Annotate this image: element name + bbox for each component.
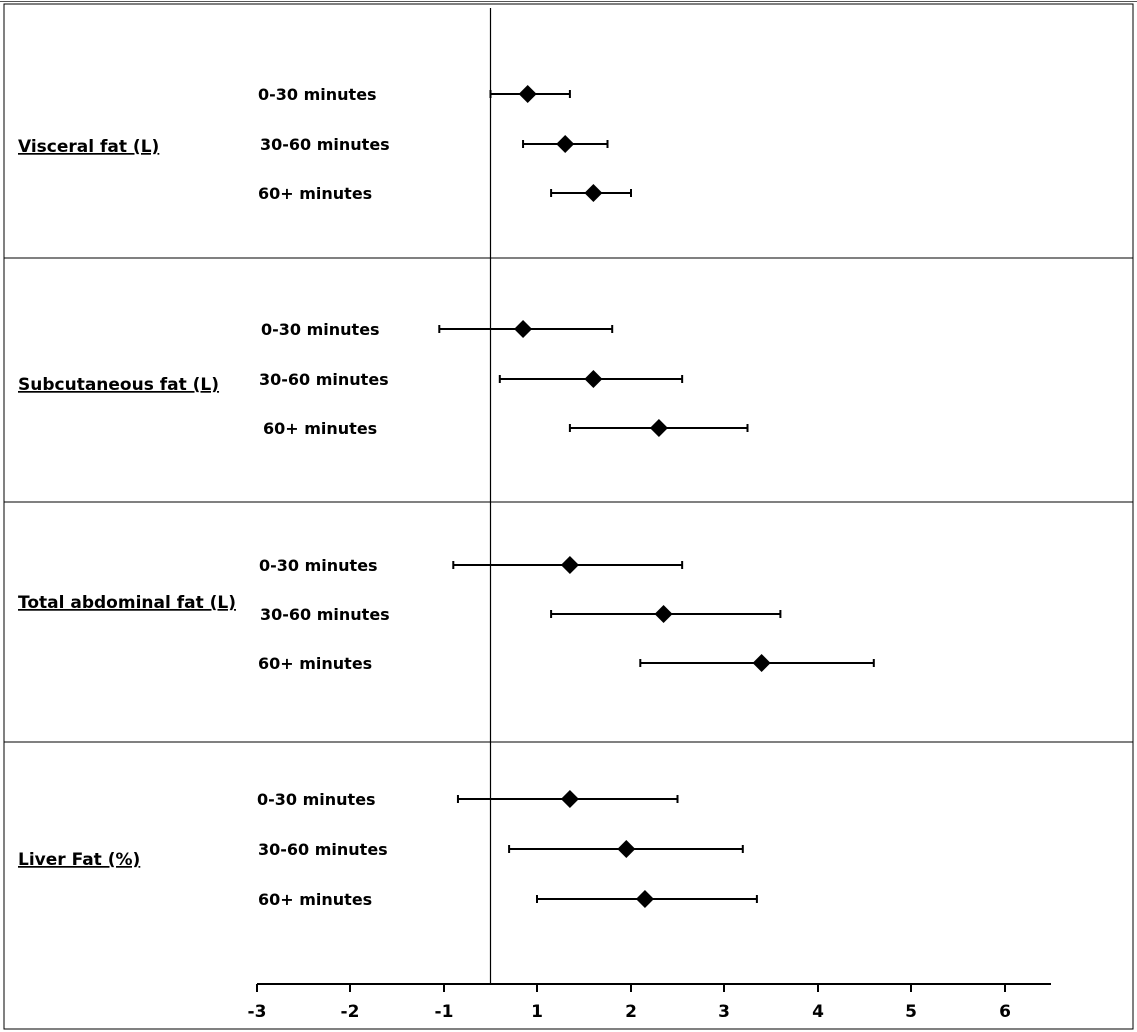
estimate-marker	[584, 370, 603, 388]
x-axis: -3 -2 -1 1 2 3 4 5 6	[248, 983, 1051, 1022]
row-label: 30-60 minutes	[259, 370, 389, 389]
estimate-marker	[556, 135, 575, 153]
forest-row: 60+ minutes	[258, 654, 875, 673]
x-tick-label: 5	[905, 1002, 917, 1022]
group-label: Liver Fat (%)	[18, 850, 140, 870]
forest-row: 60+ minutes	[263, 419, 749, 438]
row-label: 30-60 minutes	[260, 135, 390, 154]
outer-border	[3, 3, 1134, 1030]
forest-row: 0-30 minutes	[257, 790, 679, 809]
x-tick-label: 2	[625, 1002, 637, 1022]
x-tick-label: 1	[531, 1002, 543, 1022]
forest-row: 30-60 minutes	[259, 370, 684, 389]
x-tick-label: -1	[435, 1002, 454, 1022]
estimate-marker	[649, 419, 668, 437]
row-label: 30-60 minutes	[258, 840, 388, 859]
group-label: Total abdominal fat (L)	[18, 593, 236, 613]
row-label: 60+ minutes	[263, 419, 377, 438]
row-label: 0-30 minutes	[259, 556, 378, 575]
forest-row: 30-60 minutes	[260, 605, 782, 624]
estimate-marker	[518, 85, 537, 103]
forest-row: 0-30 minutes	[258, 85, 571, 104]
estimate-marker	[560, 790, 579, 808]
estimate-marker	[514, 320, 533, 338]
estimate-marker	[560, 556, 579, 574]
estimate-marker	[635, 890, 654, 908]
forest-row: 0-30 minutes	[261, 320, 614, 339]
row-label: 60+ minutes	[258, 184, 372, 203]
forest-row: 30-60 minutes	[260, 135, 609, 154]
row-label: 60+ minutes	[258, 654, 372, 673]
x-tick-label: -2	[341, 1002, 360, 1022]
estimate-marker	[617, 840, 636, 858]
x-tick-label: 3	[718, 1002, 730, 1022]
x-tick-label: 4	[812, 1002, 824, 1022]
group-label: Subcutaneous fat (L)	[18, 375, 219, 395]
estimate-marker	[752, 654, 771, 672]
forest-row: 0-30 minutes	[259, 556, 684, 575]
group-label: Visceral fat (L)	[18, 137, 159, 157]
x-tick-label: -3	[248, 1002, 267, 1022]
group-0: Visceral fat (L) 0-30 minutes 30-60 minute…	[18, 85, 632, 203]
row-label: 0-30 minutes	[261, 320, 380, 339]
groups-layer: Visceral fat (L) 0-30 minutes 30-60 minute…	[18, 85, 875, 909]
forest-row: 60+ minutes	[258, 890, 758, 909]
row-label: 60+ minutes	[258, 890, 372, 909]
group-2: Total abdominal fat (L) 0-30 minutes 30-60…	[18, 556, 875, 673]
estimate-marker	[654, 605, 673, 623]
forest-row: 30-60 minutes	[258, 840, 744, 859]
row-label: 0-30 minutes	[257, 790, 376, 809]
group-3: Liver Fat (%) 0-30 minutes 30-60 minutes 60…	[18, 790, 758, 909]
group-1: Subcutaneous fat (L) 0-30 minutes 30-60 mi…	[18, 320, 749, 438]
x-tick-label: 6	[999, 1002, 1011, 1022]
estimate-marker	[584, 184, 603, 202]
row-label: 30-60 minutes	[260, 605, 390, 624]
row-label: 0-30 minutes	[258, 85, 377, 104]
forest-row: 60+ minutes	[258, 184, 632, 203]
